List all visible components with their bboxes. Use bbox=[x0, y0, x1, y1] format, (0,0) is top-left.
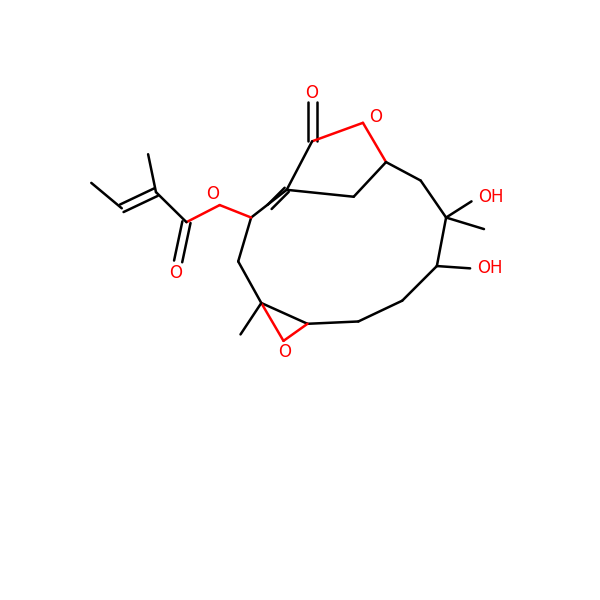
Text: O: O bbox=[370, 108, 382, 126]
Text: OH: OH bbox=[477, 259, 502, 277]
Text: O: O bbox=[169, 264, 182, 282]
Text: OH: OH bbox=[478, 188, 503, 206]
Text: O: O bbox=[278, 343, 291, 361]
Text: O: O bbox=[305, 84, 319, 102]
Text: O: O bbox=[206, 185, 219, 203]
